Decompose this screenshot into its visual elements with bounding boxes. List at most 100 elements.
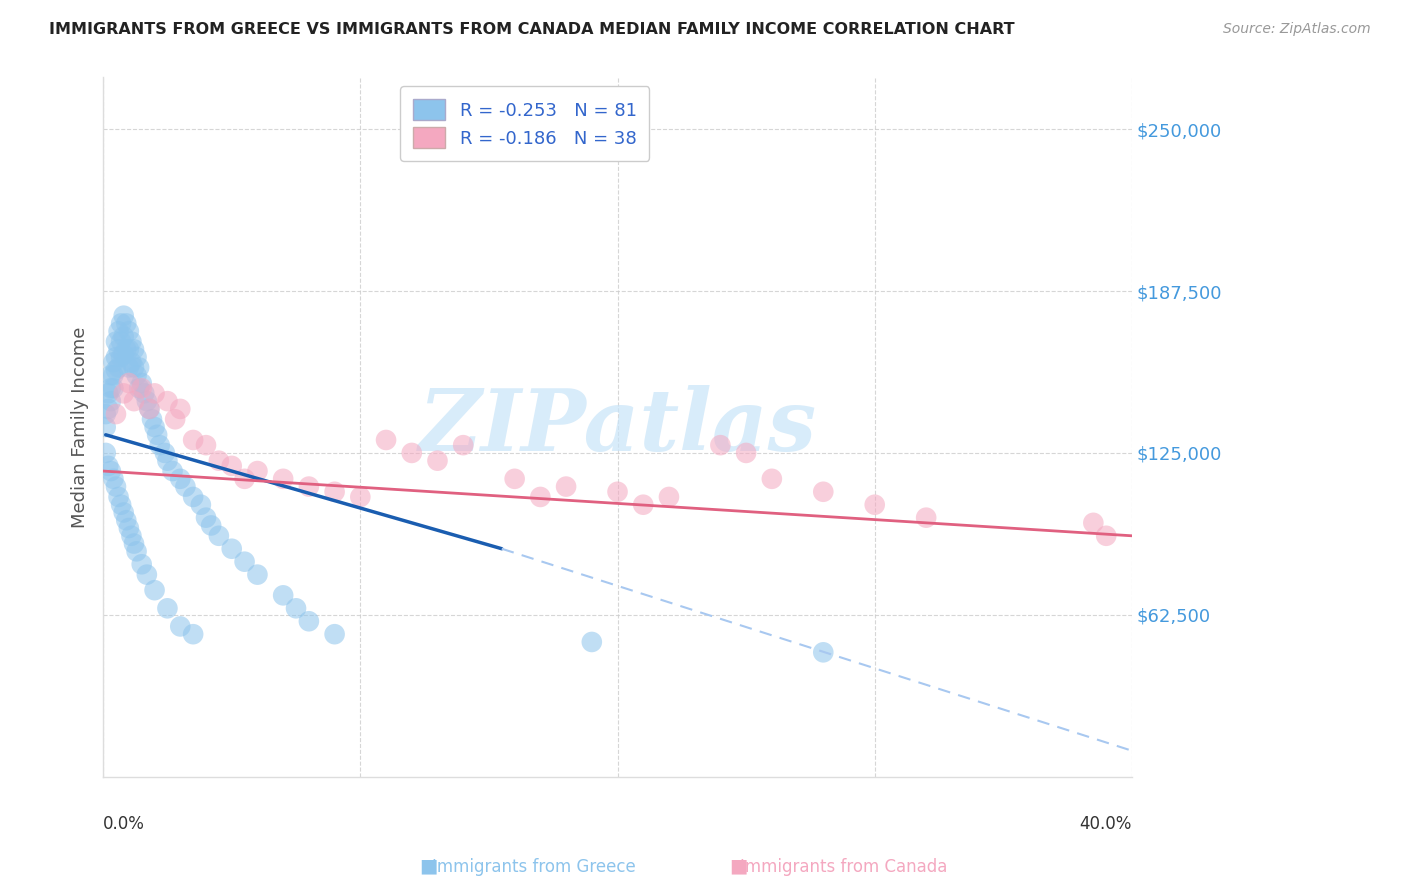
Point — [110, 334, 132, 349]
Point — [271, 588, 294, 602]
Point — [285, 601, 308, 615]
Point — [120, 355, 142, 369]
Point — [120, 529, 142, 543]
Point — [100, 381, 122, 395]
Point — [271, 472, 294, 486]
Point — [94, 446, 117, 460]
Point — [190, 498, 212, 512]
Point — [143, 386, 166, 401]
Point — [401, 446, 423, 460]
Point — [118, 521, 141, 535]
Point — [122, 360, 145, 375]
Point — [606, 484, 628, 499]
Point — [118, 343, 141, 357]
Point — [107, 490, 129, 504]
Point — [298, 614, 321, 628]
Point — [1095, 529, 1118, 543]
Point — [122, 394, 145, 409]
Point — [915, 510, 938, 524]
Point — [298, 480, 321, 494]
Text: ZIPatlas: ZIPatlas — [419, 385, 817, 469]
Point — [181, 627, 204, 641]
Point — [208, 529, 231, 543]
Point — [100, 394, 122, 409]
Point — [143, 420, 166, 434]
Point — [122, 536, 145, 550]
Point — [104, 363, 127, 377]
Point — [156, 601, 179, 615]
Point — [631, 498, 654, 512]
Point — [169, 619, 191, 633]
Point — [131, 376, 153, 390]
Point — [97, 458, 120, 473]
Point — [195, 438, 218, 452]
Point — [153, 446, 176, 460]
Point — [112, 347, 135, 361]
Point — [555, 480, 578, 494]
Point — [97, 386, 120, 401]
Point — [143, 583, 166, 598]
Point — [349, 490, 371, 504]
Point — [174, 480, 197, 494]
Text: ■: ■ — [419, 857, 439, 876]
Point — [103, 381, 125, 395]
Point — [125, 368, 148, 383]
Text: 40.0%: 40.0% — [1080, 815, 1132, 833]
Point — [221, 541, 243, 556]
Point — [156, 394, 179, 409]
Point — [426, 453, 449, 467]
Point — [138, 401, 160, 416]
Text: IMMIGRANTS FROM GREECE VS IMMIGRANTS FROM CANADA MEDIAN FAMILY INCOME CORRELATIO: IMMIGRANTS FROM GREECE VS IMMIGRANTS FRO… — [49, 22, 1015, 37]
Point — [658, 490, 681, 504]
Point — [146, 427, 169, 442]
Point — [107, 360, 129, 375]
Point — [233, 555, 256, 569]
Point — [103, 472, 125, 486]
Point — [1083, 516, 1105, 530]
Point — [115, 317, 138, 331]
Point — [112, 386, 135, 401]
Point — [169, 401, 191, 416]
Text: Immigrants from Greece: Immigrants from Greece — [433, 858, 636, 876]
Point — [100, 464, 122, 478]
Point — [138, 401, 160, 416]
Point — [863, 498, 886, 512]
Point — [103, 355, 125, 369]
Point — [104, 334, 127, 349]
Text: ■: ■ — [728, 857, 748, 876]
Point — [131, 381, 153, 395]
Point — [735, 446, 758, 460]
Point — [208, 453, 231, 467]
Point — [169, 472, 191, 486]
Point — [118, 324, 141, 338]
Point — [451, 438, 474, 452]
Point — [149, 438, 172, 452]
Point — [112, 506, 135, 520]
Point — [112, 329, 135, 343]
Point — [141, 412, 163, 426]
Point — [581, 635, 603, 649]
Text: Source: ZipAtlas.com: Source: ZipAtlas.com — [1223, 22, 1371, 37]
Y-axis label: Median Family Income: Median Family Income — [72, 326, 89, 528]
Point — [135, 394, 157, 409]
Point — [323, 627, 346, 641]
Point — [104, 350, 127, 364]
Point — [104, 407, 127, 421]
Point — [181, 490, 204, 504]
Point — [375, 433, 398, 447]
Point — [128, 381, 150, 395]
Point — [107, 324, 129, 338]
Point — [135, 567, 157, 582]
Point — [246, 464, 269, 478]
Point — [125, 350, 148, 364]
Point — [323, 484, 346, 499]
Point — [94, 407, 117, 421]
Point — [120, 334, 142, 349]
Point — [761, 472, 783, 486]
Point — [110, 498, 132, 512]
Text: 0.0%: 0.0% — [103, 815, 145, 833]
Point — [97, 401, 120, 416]
Point — [813, 484, 835, 499]
Point — [118, 360, 141, 375]
Point — [115, 343, 138, 357]
